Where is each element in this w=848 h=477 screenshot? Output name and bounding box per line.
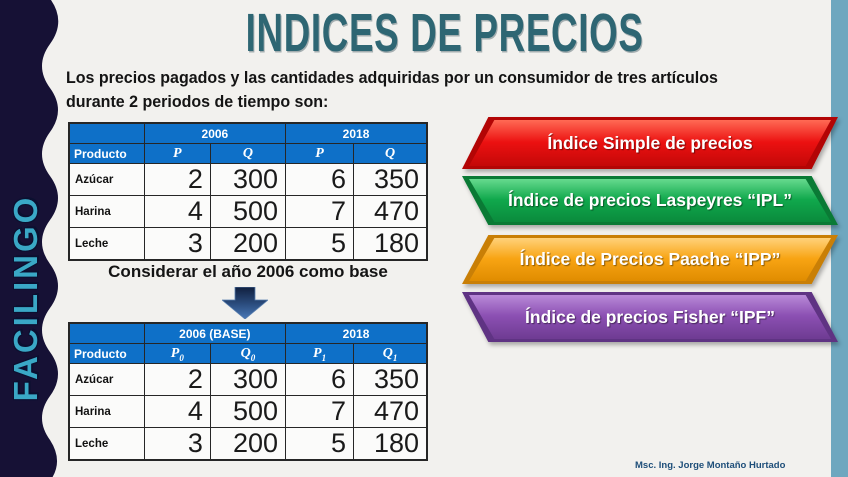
value-cell: 7 — [285, 195, 355, 228]
year-group-2018: 2018 — [285, 122, 428, 144]
down-arrow-icon — [220, 286, 270, 324]
product-cell: Leche — [68, 427, 145, 461]
product-cell: Azúcar — [68, 163, 145, 196]
price-table-base: 2006 (BASE) 2018 Producto P0 Q0 P1 Q1 Az… — [68, 322, 428, 461]
column-header-q: Q — [209, 143, 287, 164]
column-header-q: Q — [353, 143, 428, 164]
column-header-p0: P0 — [143, 343, 211, 364]
value-cell: 7 — [285, 395, 355, 428]
value-cell: 300 — [209, 163, 287, 196]
value-cell: 500 — [209, 195, 287, 228]
banner-label: Índice de precios Fisher “IPF” — [525, 306, 775, 327]
value-cell: 3 — [143, 227, 211, 261]
table-row: 2006 2018 — [68, 122, 428, 144]
year-group-2006-base: 2006 (BASE) — [143, 322, 287, 344]
value-cell: 350 — [353, 163, 428, 196]
product-cell: Leche — [68, 227, 145, 261]
banner-indice-fisher: Índice de precios Fisher “IPF” — [462, 292, 838, 342]
table-row: Leche 3 200 5 180 — [68, 227, 428, 261]
corner-cell — [68, 122, 145, 144]
banner-label: Índice Simple de precios — [547, 132, 753, 153]
value-cell: 500 — [209, 395, 287, 428]
product-cell: Harina — [68, 395, 145, 428]
table-row: Harina 4 500 7 470 — [68, 195, 428, 228]
banner-shape-highlight — [469, 179, 831, 222]
brand-logo-text: FACILINGO — [7, 194, 44, 402]
banner-indice-laspeyres: Índice de precios Laspeyres “IPL” — [462, 176, 838, 225]
banner-shape-highlight — [469, 238, 831, 281]
value-cell: 3 — [143, 427, 211, 461]
column-header-producto: Producto — [68, 343, 145, 364]
value-cell: 200 — [209, 427, 287, 461]
column-header-q1: Q1 — [353, 343, 428, 364]
banner-shape-highlight — [469, 120, 831, 166]
value-cell: 2 — [143, 363, 211, 396]
table-row: Producto P0 Q0 P1 Q1 — [68, 343, 428, 364]
column-header-q0: Q0 — [209, 343, 287, 364]
banner-indice-paache: Índice de Precios Paache “IPP” — [462, 235, 838, 284]
column-header-p: P — [143, 143, 211, 164]
intro-line-1: Los precios pagados y las cantidades adq… — [66, 69, 718, 87]
value-cell: 200 — [209, 227, 287, 261]
value-cell: 470 — [353, 395, 428, 428]
product-cell: Harina — [68, 195, 145, 228]
banner-indice-simple: Índice Simple de precios — [462, 117, 838, 169]
value-cell: 300 — [209, 363, 287, 396]
banner-label: Índice de Precios Paache “IPP” — [519, 249, 781, 269]
table-row: Azúcar 2 300 6 350 — [68, 163, 428, 196]
value-cell: 350 — [353, 363, 428, 396]
value-cell: 180 — [353, 227, 428, 261]
base-year-note: Considerar el año 2006 como base — [108, 262, 388, 281]
corner-cell — [68, 322, 145, 344]
column-header-p: P — [285, 143, 355, 164]
wave-shape-icon — [0, 0, 59, 477]
sidebar-wave — [0, 0, 70, 477]
year-group-2006: 2006 — [143, 122, 287, 144]
table-row: 2006 (BASE) 2018 — [68, 322, 428, 344]
table-row: Azúcar 2 300 6 350 — [68, 363, 428, 396]
intro-line-2: durante 2 periodos de tiempo son: — [66, 93, 329, 111]
value-cell: 470 — [353, 195, 428, 228]
table-row: Harina 4 500 7 470 — [68, 395, 428, 428]
table-row: Leche 3 200 5 180 — [68, 427, 428, 461]
author-credit: Msc. Ing. Jorge Montaño Hurtado — [635, 460, 786, 471]
value-cell: 5 — [285, 227, 355, 261]
value-cell: 6 — [285, 163, 355, 196]
value-cell: 180 — [353, 427, 428, 461]
value-cell: 4 — [143, 395, 211, 428]
column-header-producto: Producto — [68, 143, 145, 164]
column-header-p1: P1 — [285, 343, 355, 364]
year-group-2018: 2018 — [285, 322, 428, 344]
value-cell: 5 — [285, 427, 355, 461]
banner-shape-highlight — [469, 295, 831, 339]
value-cell: 6 — [285, 363, 355, 396]
page-title: INDICES DE PRECIOS — [246, 3, 644, 63]
price-table-original: 2006 2018 Producto P Q P Q Azúcar 2 300 … — [68, 122, 428, 261]
table-row: Producto P Q P Q — [68, 143, 428, 164]
banner-label: Índice de precios Laspeyres “IPL” — [508, 190, 792, 210]
value-cell: 4 — [143, 195, 211, 228]
value-cell: 2 — [143, 163, 211, 196]
intro-paragraph: Los precios pagados y las cantidades adq… — [66, 66, 784, 114]
product-cell: Azúcar — [68, 363, 145, 396]
